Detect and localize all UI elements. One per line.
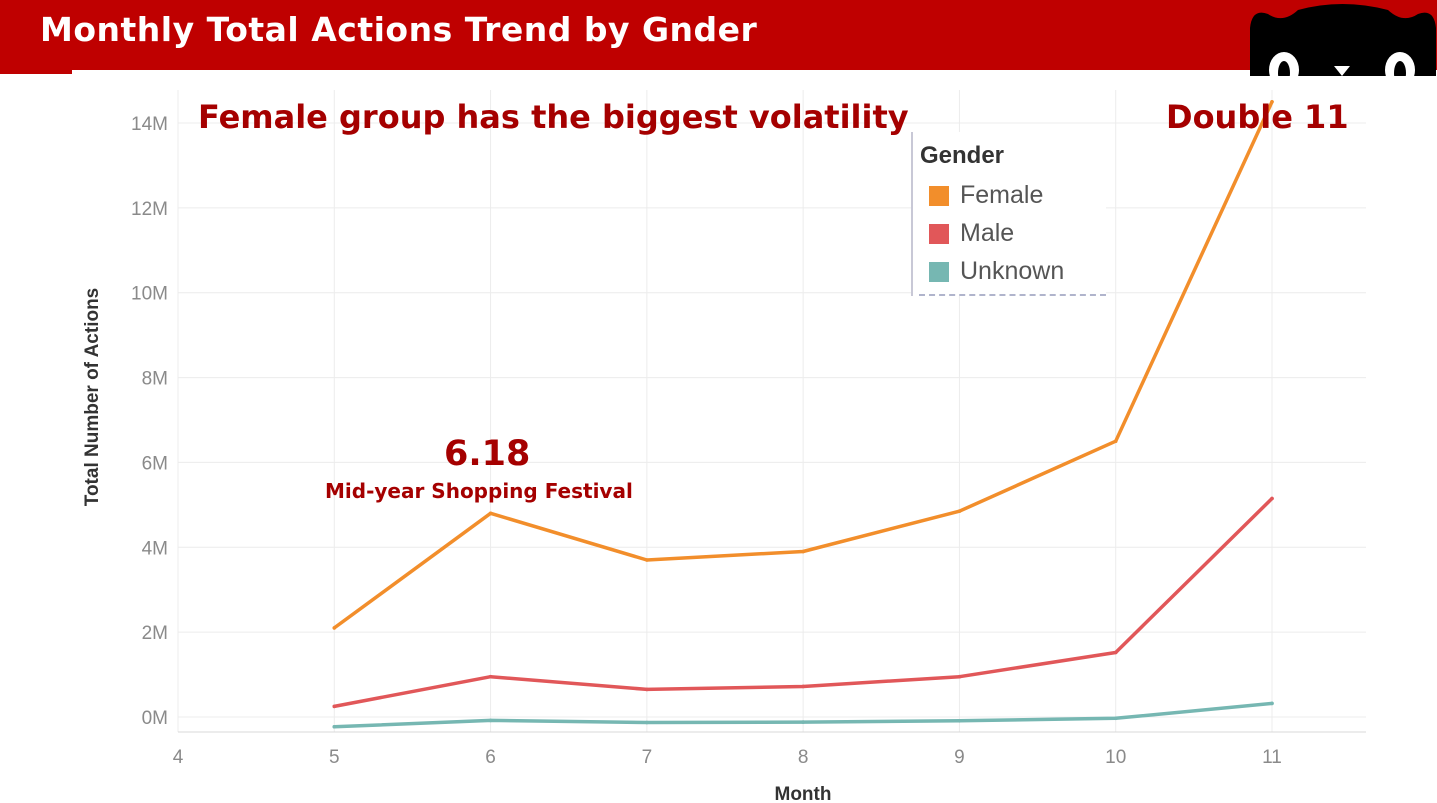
legend: Gender Female Male Unknown — [911, 132, 1106, 296]
volatility-annotation: Female group has the biggest volatility — [198, 98, 909, 136]
y-axis-ticks: 0M 2M 4M 6M 8M 10M 12M 14M — [131, 114, 168, 729]
legend-title: Gender — [920, 142, 1005, 169]
y-axis-title: Total Number of Actions — [82, 288, 103, 507]
data-point-female — [1270, 99, 1274, 104]
data-point-male — [1270, 496, 1274, 501]
data-point-female — [645, 558, 649, 562]
festival-date-annotation: 6.18 — [444, 434, 531, 474]
double11-annotation: Double 11 — [1166, 98, 1349, 136]
data-point-male — [488, 674, 493, 679]
x-axis-ticks: 4 5 6 7 8 9 10 11 — [173, 747, 1282, 768]
x-tick-label: 8 — [798, 747, 809, 768]
data-point-female — [801, 549, 805, 554]
y-tick-label: 2M — [142, 623, 168, 644]
data-point-unknown — [332, 724, 337, 729]
x-tick-label: 11 — [1262, 747, 1282, 768]
x-tick-label: 10 — [1105, 747, 1126, 768]
y-tick-label: 0M — [142, 708, 168, 729]
data-point-female — [332, 626, 337, 630]
x-axis-title: Month — [775, 784, 832, 803]
data-point-unknown — [1270, 701, 1274, 706]
x-tick-label: 5 — [329, 747, 340, 768]
tmall-cat-logo-icon — [1250, 4, 1436, 76]
y-tick-label: 4M — [142, 538, 168, 559]
data-point-female — [1113, 439, 1118, 444]
data-point-male — [957, 674, 962, 679]
header-notch — [0, 70, 72, 74]
series-lines — [332, 99, 1274, 729]
data-point-unknown — [488, 718, 493, 723]
data-point-female — [488, 511, 493, 516]
x-tick-label: 4 — [173, 747, 184, 768]
legend-swatch-male — [929, 224, 949, 244]
x-tick-label: 6 — [485, 747, 496, 768]
y-tick-label: 14M — [131, 114, 168, 135]
data-point-unknown — [645, 720, 649, 725]
data-point-male — [1113, 650, 1118, 655]
data-point-unknown — [1113, 716, 1118, 721]
x-tick-label: 9 — [954, 747, 965, 768]
legend-label-male: Male — [960, 219, 1015, 247]
festival-name-annotation: Mid-year Shopping Festival — [325, 479, 633, 503]
grid-lines — [177, 90, 1366, 733]
data-point-female — [957, 509, 962, 514]
data-point-male — [645, 687, 649, 692]
legend-label-female: Female — [960, 181, 1044, 209]
legend-label-unknown: Unknown — [960, 257, 1065, 285]
data-point-unknown — [957, 719, 962, 723]
y-tick-label: 10M — [131, 284, 168, 305]
legend-swatch-unknown — [929, 262, 949, 282]
y-tick-label: 12M — [131, 199, 168, 220]
data-point-unknown — [801, 720, 805, 724]
data-point-male — [801, 684, 805, 689]
x-tick-label: 7 — [642, 747, 653, 768]
y-tick-label: 8M — [142, 369, 168, 390]
y-tick-label: 6M — [142, 453, 168, 474]
header-bar: Monthly Total Actions Trend by Gnder — [0, 0, 1437, 70]
legend-swatch-female — [929, 186, 949, 206]
page-title: Monthly Total Actions Trend by Gnder — [40, 10, 758, 49]
data-point-male — [332, 704, 337, 709]
